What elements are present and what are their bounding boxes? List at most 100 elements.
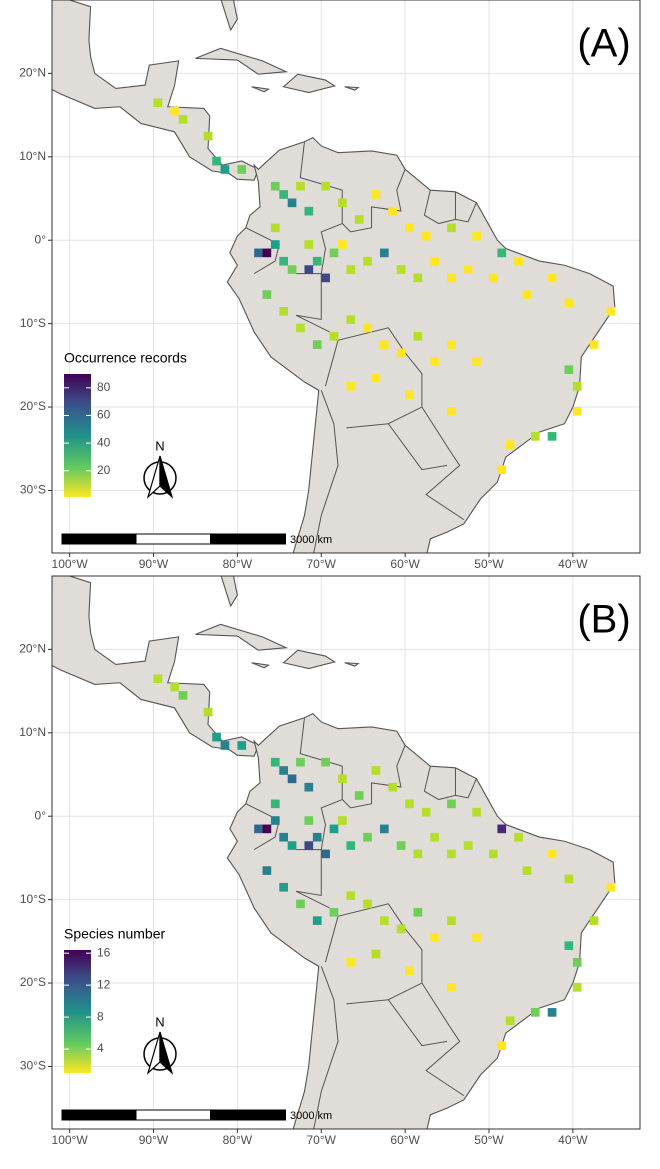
legend-tick-label: 40 <box>97 435 111 449</box>
y-tick-label: 20°S <box>20 399 46 413</box>
grid-cell <box>405 223 414 233</box>
grid-cell <box>296 181 305 191</box>
x-tick-label: 50°W <box>474 1133 504 1147</box>
country-border <box>423 766 456 801</box>
country-border <box>313 966 339 1129</box>
grid-cell <box>530 432 540 441</box>
grid-cell <box>405 390 414 399</box>
grid-cell <box>178 691 188 700</box>
x-tick-label: 90°W <box>139 557 169 571</box>
grid-cell <box>497 465 507 475</box>
scale-bar-segment <box>61 533 137 545</box>
grid-cell <box>170 106 179 116</box>
country-border <box>455 778 477 799</box>
grid-cell <box>421 231 431 241</box>
grid-cell <box>312 256 322 266</box>
grid-cell <box>497 824 507 834</box>
grid-cell <box>212 732 221 742</box>
country-border <box>346 423 448 471</box>
y-tick-label: 10°S <box>20 892 46 906</box>
y-tick-label: 30°S <box>20 483 46 497</box>
grid-cell <box>270 181 280 191</box>
grid-cell <box>379 340 389 349</box>
grid-cell <box>346 265 356 274</box>
scale-bar-segment <box>61 1109 137 1121</box>
grid-cell <box>346 841 356 850</box>
grid-cell <box>564 298 574 308</box>
grid-cell <box>338 774 347 784</box>
grid-cell <box>564 941 574 950</box>
map-panel: 100°W 90°W 80°W 70°W 60°W 50°W 40°W 20°N 10°N 0° 1… <box>19 575 641 1147</box>
grid-cell <box>447 340 456 349</box>
grid-cell <box>329 907 339 917</box>
country-border <box>324 903 465 1097</box>
x-tick-label: 70°W <box>307 1133 337 1147</box>
grid-cell <box>421 807 431 817</box>
country-border <box>245 803 280 851</box>
panel-label: (A) <box>577 22 630 66</box>
map-area <box>52 0 640 553</box>
y-tick-label: 10°S <box>20 316 46 330</box>
grid-cell <box>329 824 339 834</box>
land <box>282 649 337 670</box>
grid-cell <box>430 932 439 942</box>
grid-cell <box>447 407 456 416</box>
country-border <box>388 406 423 425</box>
grid-cell <box>388 206 398 216</box>
grid-cell <box>254 248 263 258</box>
grid-cell <box>329 248 339 258</box>
panel-border <box>51 0 641 554</box>
grid-cell <box>489 273 498 283</box>
grid-cell <box>203 707 213 717</box>
grid-cell <box>405 799 414 809</box>
x-tick-label: 100°W <box>52 1133 89 1147</box>
grid-cell <box>405 966 414 975</box>
legend-tick-label: 8 <box>97 1009 104 1023</box>
grid-cell <box>304 265 314 274</box>
x-tick-label: 100°W <box>52 557 89 571</box>
grid-cell <box>363 323 372 333</box>
grid-cell <box>463 265 473 274</box>
grid-cell <box>346 315 356 324</box>
grid-cell <box>514 256 523 266</box>
country-border <box>324 327 465 521</box>
grid-cell <box>287 198 297 208</box>
grid-cell <box>547 849 557 859</box>
grid-cell <box>220 165 230 174</box>
grid-cell <box>270 757 280 767</box>
y-tick-label: 20°S <box>20 975 46 989</box>
grid-cell <box>312 340 322 349</box>
country-border <box>341 745 406 809</box>
grid-cell <box>254 824 263 834</box>
grid-cell <box>338 816 347 825</box>
scale-bar-segment <box>210 1109 286 1121</box>
grid-cell <box>312 832 322 842</box>
y-tick-label: 10°N <box>19 149 46 163</box>
grid-cell <box>312 916 322 925</box>
land <box>251 662 271 669</box>
legend-tick-label: 12 <box>97 977 111 991</box>
grid-cell <box>472 932 481 942</box>
map-panel: 100°W 90°W 80°W 70°W 60°W 50°W 40°W 20°N 10°N 0° 1… <box>19 0 641 571</box>
grid-cell <box>497 1041 507 1051</box>
grid-cell <box>547 1008 557 1017</box>
land <box>344 662 360 667</box>
grid-cell <box>287 841 297 850</box>
grid-cell <box>572 382 582 391</box>
grid-cell <box>296 323 305 333</box>
grid-cell <box>530 1008 540 1017</box>
grid-cell <box>296 757 305 767</box>
grid-cell <box>371 949 381 959</box>
grid-cell <box>572 407 582 416</box>
grid-cell <box>463 841 473 850</box>
grid-cell <box>304 816 314 825</box>
grid-cell <box>237 741 247 750</box>
land <box>220 0 238 32</box>
grid-cell <box>472 807 481 817</box>
grid-cell <box>430 832 439 842</box>
y-tick-label: 10°N <box>19 725 46 739</box>
color-bar <box>64 950 91 1073</box>
land <box>195 47 289 75</box>
grid-cell <box>472 356 481 366</box>
grid-cell <box>346 382 356 391</box>
